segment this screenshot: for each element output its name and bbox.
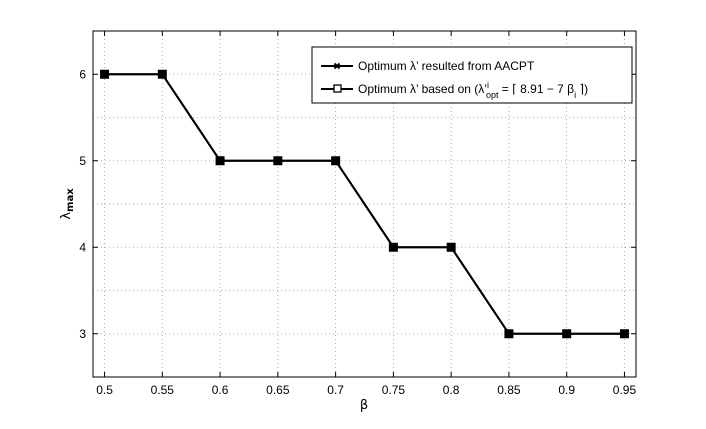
- legend-marker-series-1: [333, 62, 341, 70]
- x-tick-label-3: 0.65: [266, 383, 290, 397]
- x-tick-label-8: 0.9: [558, 383, 575, 397]
- x-tick-label-6: 0.8: [443, 383, 460, 397]
- y-axis-label-subscript: max: [65, 188, 76, 212]
- legend-label-series-2: Optimum λ’ based on (λ’i opt = ⌈ 8.91 − 7…: [358, 80, 588, 100]
- x-axis-label: β: [360, 398, 368, 413]
- y-axis-label-main: λ: [59, 212, 74, 220]
- y-tick-label-2: 5: [79, 154, 86, 168]
- legend-label-series-2-sup: i: [487, 80, 489, 90]
- series-2-point-8: [562, 329, 572, 339]
- x-tick-label-5: 0.75: [382, 383, 406, 397]
- svg-text:λmax: λmax: [59, 188, 76, 220]
- series-2-point-7: [504, 329, 514, 339]
- series-2-point-5: [388, 242, 398, 252]
- legend-box: [311, 46, 633, 104]
- x-tick-label-0: 0.5: [96, 383, 113, 397]
- legend-label-series-1: Optimum λ’ resulted from AACPT: [358, 59, 535, 73]
- legend: Optimum λ’ resulted from AACPT Optimum λ…: [311, 46, 633, 104]
- series-2-point-9: [619, 329, 629, 339]
- legend-label-series-2-part-2: = ⌈ 8.91 − 7 β: [498, 82, 574, 96]
- legend-label-series-2-sub: opt: [486, 90, 499, 100]
- series-layer: [100, 69, 629, 339]
- series-2-point-1: [157, 69, 167, 79]
- plot-area-frame: [92, 30, 637, 378]
- x-tick-label-7: 0.85: [497, 383, 521, 397]
- legend-label-series-2-part-1: Optimum λ’ based on (λ’: [358, 82, 487, 96]
- x-tick-label-9: 0.95: [613, 383, 637, 397]
- x-tick-label-4: 0.7: [327, 383, 344, 397]
- y-tick-label-1: 4: [79, 240, 86, 254]
- axis-ticks: 0.5 0.55 0.6 0.65 0.7 0.75 0.8 0.85 0.9 0.95 3 4 5 6: [79, 31, 636, 397]
- series-2-point-6: [446, 242, 456, 252]
- series-2-point-3: [273, 156, 283, 166]
- series-2-line: [104, 73, 625, 335]
- y-tick-label-0: 3: [79, 327, 86, 341]
- y-axis-label: λmax: [59, 188, 76, 220]
- y-tick-label-3: 6: [79, 67, 86, 81]
- series-2-point-2: [215, 156, 225, 166]
- legend-label-series-2-sub-2: i: [574, 90, 576, 100]
- legend-marker-series-2: [333, 84, 342, 93]
- x-tick-label-2: 0.6: [212, 383, 229, 397]
- x-tick-label-1: 0.55: [151, 383, 175, 397]
- series-2-point-4: [331, 156, 341, 166]
- legend-label-series-2-part-3: ⌉): [576, 82, 588, 96]
- series-2-point-0: [100, 69, 110, 79]
